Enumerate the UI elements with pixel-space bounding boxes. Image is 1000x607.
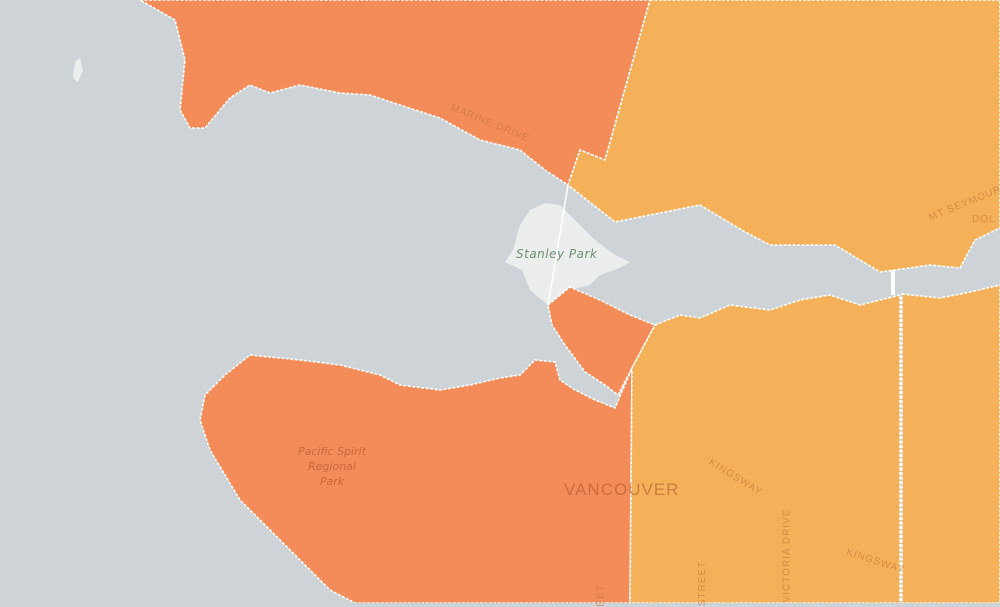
label-victoria-drive: VICTORIA DRIVE [781,508,793,603]
label-line: Pacific Spirit [297,445,367,458]
label-line: Regional [308,460,356,473]
zone-north-vancouver[interactable] [567,0,1000,273]
label-line: Park [319,475,345,488]
label-pacific-spirit-park: Pacific Spirit Regional Park [292,444,372,489]
stanley-park-area[interactable] [505,203,630,305]
lions-gate-bridge [547,184,569,306]
label-stanley-park: Stanley Park [516,247,598,261]
zone-burnaby[interactable] [901,284,1000,603]
island [73,58,83,82]
label-street: STREET [697,560,709,607]
label-city-vancouver: VANCOUVER [564,480,680,499]
zone-vancouver-east[interactable] [629,293,901,603]
label-dollarton: DOL [972,214,996,225]
zone-downtown[interactable] [547,286,657,397]
zone-vancouver-west[interactable] [199,354,633,603]
label-street-2: EET [595,584,607,607]
